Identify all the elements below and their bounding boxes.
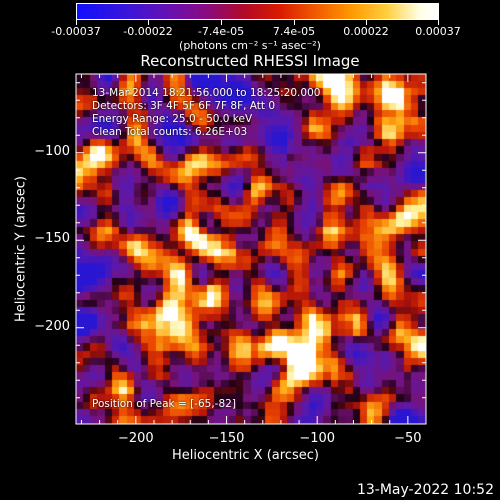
timestamp: 13-May-2022 10:52 xyxy=(356,482,494,498)
y-axis-label: Heliocentric Y (arcsec) xyxy=(13,176,29,322)
annotation-time-range: 13-Mar-2014 18:21:56.000 to 18:25:20.000 xyxy=(92,87,321,99)
colorbar-tick-label: 0.00022 xyxy=(343,25,389,38)
colorbar-tick-label: -0.00022 xyxy=(123,25,173,38)
x-tick-label: −100 xyxy=(299,431,336,446)
colorbar-tick-label: 7.4e-05 xyxy=(272,25,316,38)
colorbar xyxy=(76,3,439,20)
plot-frame xyxy=(75,73,427,425)
x-tick-label: −150 xyxy=(208,431,245,446)
y-tick-label: −150 xyxy=(34,231,70,247)
colorbar-ticks xyxy=(0,20,500,26)
y-tick-label: −200 xyxy=(34,318,70,334)
x-axis-label: Heliocentric X (arcsec) xyxy=(172,448,319,463)
x-tick-label: −200 xyxy=(117,431,154,446)
colorbar-units-label: (photons cm⁻² s⁻¹ asec⁻²) xyxy=(179,39,321,52)
y-tick-label: −100 xyxy=(34,143,70,159)
chart-title: Reconstructed RHESSI Image xyxy=(140,52,360,70)
annotation-energy-range: Energy Range: 25.0 - 50.0 keV xyxy=(92,113,253,125)
x-tick-label: −50 xyxy=(394,431,422,446)
annotation-detectors: Detectors: 3F 4F 5F 6F 7F 8F, Att 0 xyxy=(92,100,276,112)
colorbar-tick-label: -7.4e-05 xyxy=(197,25,245,38)
annotation-clean-counts: Clean Total counts: 6.26E+03 xyxy=(92,126,248,138)
colorbar-tick-label: -0.00037 xyxy=(51,25,101,38)
colorbar-tick-label: 0.00037 xyxy=(415,25,461,38)
annotation-peak-position: Position of Peak = [-65,-82] xyxy=(92,398,236,410)
heatmap-image xyxy=(76,74,426,424)
